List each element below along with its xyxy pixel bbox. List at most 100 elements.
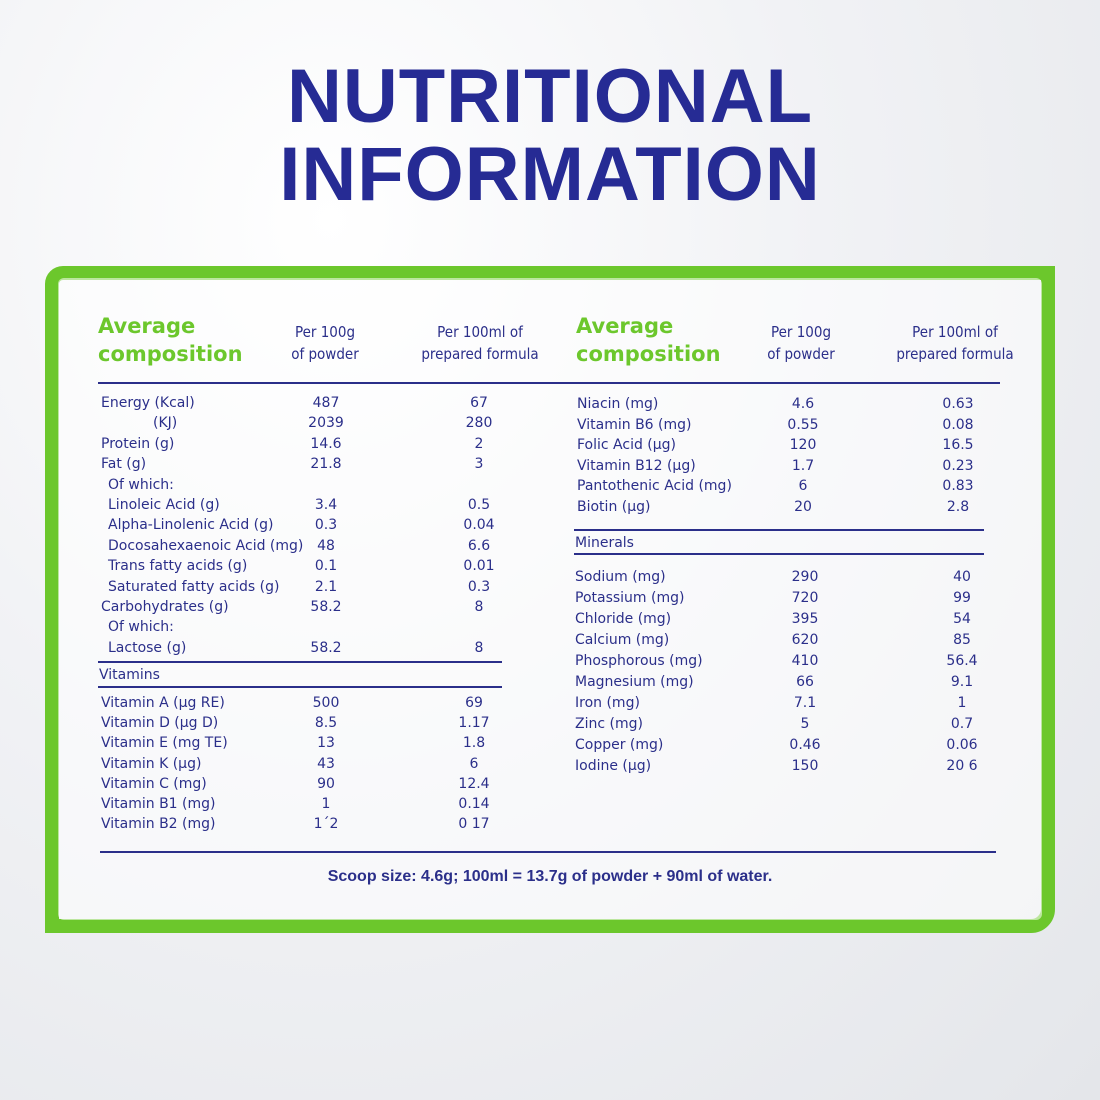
nutrient-row: Protein (g) 14.6 2 — [101, 434, 521, 454]
nutrient-label: Potassium (mg) — [575, 590, 685, 606]
nutrient-label: Energy (Kcal) — [101, 395, 195, 411]
per-100ml-value: 85 — [953, 632, 971, 648]
nutrient-label: Zinc (mg) — [575, 716, 643, 732]
minerals-top-rule — [574, 529, 984, 531]
nutrient-label: Vitamin E (mg TE) — [101, 735, 228, 752]
per-100g-value: 20 — [794, 499, 812, 515]
nutrient-row: Vitamin B6 (mg) 0.55 0.08 — [577, 415, 997, 435]
nutrient-row: Vitamin C (mg) 90 12.4 — [101, 774, 521, 794]
per-100ml-value: 40 — [953, 569, 971, 585]
nutrient-label: Copper (mg) — [575, 737, 664, 753]
per-100g-value: 48 — [317, 537, 335, 554]
nutrient-row: Vitamin D (µg D) 8.5 1.17 — [101, 713, 521, 733]
per-100ml-value: 99 — [953, 590, 971, 606]
nutrient-label: Biotin (µg) — [577, 499, 651, 515]
per-100g-value: 7.1 — [793, 695, 817, 711]
per-100g-value: 2.1 — [314, 578, 338, 595]
minerals-section-label: Minerals — [575, 535, 634, 551]
per-100ml-value: 6.6 — [467, 537, 491, 554]
nutrient-label: Vitamin B12 (µg) — [577, 457, 696, 474]
per-100ml-value: 0.3 — [467, 578, 491, 595]
nutrient-label: Lactose (g) — [108, 639, 187, 656]
per-100g-value: 720 — [791, 590, 819, 606]
nutrient-row: Vitamin A (µg RE) 500 69 — [101, 693, 521, 713]
per-100ml-value: 0.7 — [950, 716, 974, 732]
per-100ml-value: 67 — [470, 395, 488, 411]
nutrient-row: Energy (Kcal) 487 67 — [101, 393, 521, 413]
per-100ml-value: 0.14 — [458, 796, 490, 812]
per-100ml-value: 0.5 — [467, 497, 491, 513]
nutrient-row: Niacin (mg) 4.6 0.63 — [577, 394, 997, 414]
per-100ml-value: 1.17 — [458, 715, 490, 732]
per-100ml-value: 0.63 — [942, 396, 974, 412]
per-100ml-value: 280 — [465, 415, 493, 432]
nutrient-label: Iron (mg) — [575, 695, 640, 711]
nutrient-label: (KJ) — [153, 415, 178, 432]
nutrient-label: Vitamin A (µg RE) — [101, 695, 225, 711]
nutrient-label: Of which: — [108, 619, 174, 636]
per-100g-value: 290 — [791, 569, 819, 585]
nutrient-row: Iodine (µg) 150 20 6 — [575, 756, 995, 776]
per-100g-value: 500 — [312, 695, 340, 711]
nutrient-row: Sodium (mg) 290 40 — [575, 567, 995, 587]
page-title-line-2: INFORMATION — [279, 132, 821, 217]
nutrient-row: Magnesium (mg) 66 9.1 — [575, 672, 995, 692]
left-col-per-100g-heading: Per 100g of powder — [291, 323, 359, 363]
per-100ml-value: 8 — [474, 599, 484, 615]
left-composition-heading: Average composition — [98, 314, 243, 366]
nutrition-panel — [58, 278, 1042, 920]
nutrient-label: Alpha-Linolenic Acid (g) — [108, 517, 274, 534]
nutrient-label: Saturated fatty acids (g) — [108, 578, 280, 595]
nutrient-label: Iodine (µg) — [575, 758, 652, 774]
per-100g-value: 1 — [321, 796, 331, 812]
per-100g-value: 120 — [789, 437, 817, 454]
nutrient-row: Zinc (mg) 5 0.7 — [575, 714, 995, 734]
nutrient-label: Vitamin D (µg D) — [101, 715, 219, 732]
nutrient-row: Vitamin K (µg) 43 6 — [101, 754, 521, 774]
page-title-line-1: NUTRITIONAL — [286, 54, 814, 139]
nutrient-label: Fat (g) — [101, 456, 147, 473]
minerals-bottom-rule — [574, 553, 984, 555]
per-100g-value: 58.2 — [310, 599, 342, 615]
per-100ml-value: 54 — [953, 611, 971, 627]
nutrient-row: Trans fatty acids (g) 0.1 0.01 — [101, 556, 521, 576]
nutrient-row: Potassium (mg) 720 99 — [575, 588, 995, 608]
nutrient-label: Carbohydrates (g) — [101, 599, 229, 615]
per-100g-value: 487 — [312, 395, 340, 411]
footer-rule — [100, 851, 996, 853]
nutrient-row: Fat (g) 21.8 3 — [101, 454, 521, 474]
per-100ml-value: 69 — [465, 695, 483, 711]
nutrient-label: Linoleic Acid (g) — [108, 497, 220, 513]
per-100g-value: 66 — [796, 674, 814, 690]
per-100ml-value: 12.4 — [458, 775, 490, 792]
per-100g-value: 620 — [791, 632, 819, 648]
per-100ml-value: 16.5 — [942, 437, 974, 454]
nutrient-label: Folic Acid (µg) — [577, 437, 677, 454]
nutrient-label: Pantothenic Acid (mg) — [577, 478, 732, 495]
nutrient-row: Saturated fatty acids (g) 2.1 0.3 — [101, 577, 521, 597]
per-100ml-value: 1.8 — [462, 735, 486, 752]
per-100g-value: 4.6 — [791, 396, 815, 412]
nutrient-row: Copper (mg) 0.46 0.06 — [575, 735, 995, 755]
nutrient-row: Vitamin E (mg TE) 13 1.8 — [101, 733, 521, 753]
per-100ml-value: 0.06 — [946, 737, 978, 753]
per-100g-value: 0.55 — [787, 416, 819, 433]
right-composition-heading: Average composition — [576, 314, 721, 366]
nutrient-label: Calcium (mg) — [575, 632, 670, 648]
per-100g-value: 43 — [317, 755, 335, 772]
per-100ml-value: 0.08 — [942, 416, 974, 433]
nutrient-label: Of which: — [108, 476, 174, 493]
per-100ml-value: 0 17 — [458, 816, 490, 833]
nutrient-label: Phosphorous (mg) — [575, 653, 703, 669]
left-header-rule — [98, 382, 578, 384]
nutrient-row: Phosphorous (mg) 410 56.4 — [575, 651, 995, 671]
nutrient-row: Lactose (g) 58.2 8 — [101, 638, 521, 658]
nutrient-label: Protein (g) — [101, 435, 175, 452]
nutrient-row: Linoleic Acid (g) 3.4 0.5 — [101, 495, 521, 515]
nutrient-row: Biotin (µg) 20 2.8 — [577, 497, 997, 517]
per-100ml-value: 1 — [957, 695, 967, 711]
per-100ml-value: 3 — [474, 456, 484, 473]
nutrient-row: Chloride (mg) 395 54 — [575, 609, 995, 629]
per-100g-value: 1.7 — [791, 457, 815, 474]
scoop-size-note: Scoop size: 4.6g; 100ml = 13.7g of powde… — [327, 868, 773, 885]
